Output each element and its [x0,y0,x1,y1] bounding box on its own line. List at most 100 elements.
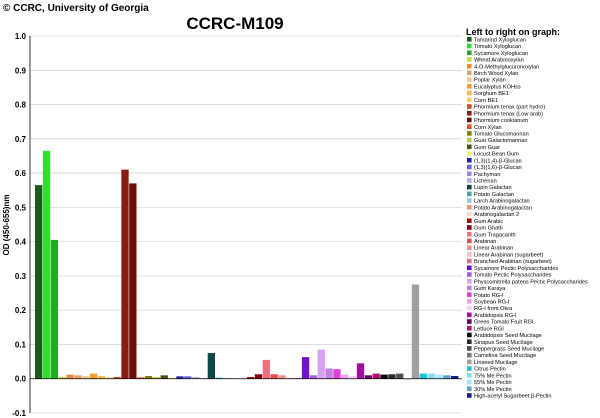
bar [396,373,404,379]
legend-item-label: (1,3)(1,6)-β-Glucan [474,165,522,171]
bar [207,353,215,379]
legend-item-label: Linear Arabinan (sugarbeet) [474,252,543,258]
legend-item-label: Camelina Seed Mucilage [474,353,536,359]
legend-item-label: Arabidopsis RG-I [474,313,517,319]
bar [356,363,365,379]
legend-item-label: Tomato Pectic Polysaccharides [474,273,552,279]
legend-item-label: Peppergrass Seed Mucilage [474,347,544,353]
legend-item-label: Poplar Xylan [474,78,506,84]
legend-swatch [467,299,472,304]
legend-item-label: High-acetyl Sugarbeet β-Pectin [474,394,552,400]
legend-swatch [467,131,472,136]
legend-swatch [467,50,472,56]
legend-item-label: Gum Arabic [474,219,503,225]
legend-item-label: Pachyman [474,172,500,178]
legend-swatch [467,137,472,143]
legend-item-label: Soybean RG-I [474,299,510,305]
legend-item-label: Corn Xylan [474,125,502,131]
legend-swatch [467,285,472,291]
grid-lines [30,35,462,414]
bar [317,349,325,379]
bar [372,373,380,379]
bar [42,150,51,379]
legend-swatch [467,151,472,156]
bar [35,185,43,379]
y-tick-label: -0.1 [12,409,26,418]
legend-item-label: Gum Ghatti [474,226,503,232]
legend-swatch [467,77,472,82]
bar [113,377,121,379]
legend-item-label: Lupin Galactan [474,185,512,191]
legend-item-label: Linseed Mucilage [474,360,518,366]
legend-item-label: Citrus Pectin [474,367,506,373]
legend-swatch [467,157,472,163]
bar [82,375,90,379]
legend-swatch [467,265,472,271]
legend-item-label: Phormium cookianum [474,118,528,124]
bar [301,357,310,379]
y-tick-label: 0.7 [15,135,27,144]
bar [152,377,161,379]
legend-item-label: Potato Arabinogalactan [474,205,532,211]
bar [443,375,451,379]
legend-swatch [467,366,472,371]
legend-item-label: Lichenan [474,179,497,185]
legend-swatch [467,379,472,385]
bars [35,150,459,380]
bar [278,375,286,379]
legend-swatch [467,110,472,116]
legend-swatch [467,339,472,344]
axes [29,36,462,413]
legend-swatch [467,393,472,398]
bar [105,377,113,379]
legend-item-label: Larch Arabinogalactan [474,199,530,205]
bar [66,374,74,379]
bar [411,284,420,379]
legend-swatch [467,319,472,324]
legend-swatch [467,144,472,150]
legend-item-label: 30% Me Pectin [474,387,512,393]
legend-swatch [467,178,472,183]
y-tick-label: 0.8 [15,101,27,110]
bar [325,368,333,379]
legend-swatch [467,332,472,338]
legend-item-label: Wheat Arabinoxylan [474,58,524,64]
legend-swatch [467,63,472,69]
bar [451,375,459,379]
legend-swatch [467,325,472,331]
legend-item-label: Arabinogalactan 2 [474,212,519,218]
bar [58,377,66,379]
legend-swatch [467,37,472,42]
legend-item-label: Phormium tenax (part hydro) [474,105,545,111]
bar [168,377,176,379]
legend-swatch [467,373,472,378]
bar [286,377,294,379]
bar [129,183,137,379]
legend-swatch [467,97,472,103]
legend-swatch [467,245,472,250]
legend-item-label: Potato Galactan [474,192,514,198]
legend-item-label: Locust Bean Gum [474,152,519,158]
legend-swatch [467,205,472,210]
bar [419,373,427,379]
y-tick-label: 0.6 [15,169,27,178]
bar [50,239,58,379]
legend-item-label: Tomato Xyloglucan [474,44,521,50]
legend-swatch [467,184,472,190]
legend-item-label: Sinapus Seed Mucilage [474,340,533,346]
legend-swatch [467,218,472,224]
legend-swatch [467,211,472,217]
legend-item-label: Birch Wood Xylan [474,71,518,77]
legend-swatch [467,104,472,109]
legend-item-label: Guar Galactomannan [474,138,527,144]
legend-swatch [467,124,472,129]
legend-item-label: Corn BE1 [474,98,498,104]
legend-swatch [467,312,472,318]
bar [160,375,168,379]
y-tick-label: 0.2 [15,306,27,315]
legend-item-label: Linear Arabinan [474,246,513,252]
y-tick-label: 0.9 [15,66,27,75]
legend-title: Left to right on graph: [466,27,560,37]
bar [254,374,263,379]
